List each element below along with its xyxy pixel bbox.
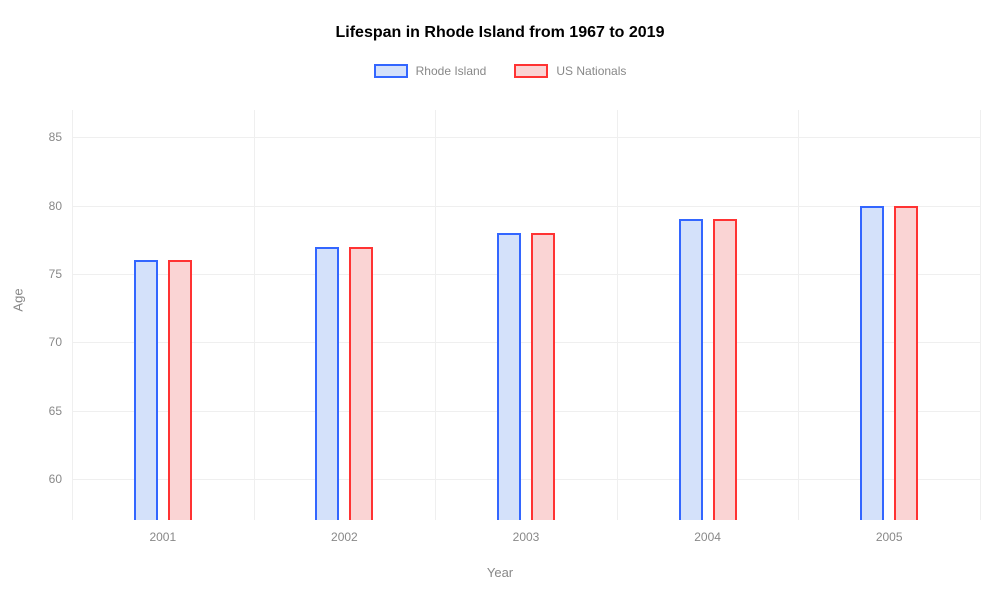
- bar: [894, 206, 918, 520]
- y-tick-label: 65: [49, 404, 62, 418]
- bar: [860, 206, 884, 520]
- x-tick-label: 2004: [694, 530, 721, 544]
- bar: [349, 247, 373, 520]
- plot-area: 60657075808520012002200320042005: [72, 110, 980, 520]
- legend-swatch-icon: [374, 64, 408, 78]
- bar: [713, 219, 737, 520]
- y-tick-label: 60: [49, 472, 62, 486]
- bar: [497, 233, 521, 520]
- x-axis-label: Year: [487, 565, 513, 580]
- x-tick-label: 2003: [513, 530, 540, 544]
- chart-title: Lifespan in Rhode Island from 1967 to 20…: [0, 24, 1000, 42]
- y-tick-label: 80: [49, 199, 62, 213]
- legend-item-us-nationals: US Nationals: [514, 64, 626, 78]
- legend-label: US Nationals: [556, 64, 626, 78]
- y-tick-label: 75: [49, 267, 62, 281]
- x-tick-label: 2001: [149, 530, 176, 544]
- y-tick-label: 85: [49, 130, 62, 144]
- legend-item-rhode-island: Rhode Island: [374, 64, 487, 78]
- gridline-vertical: [980, 110, 981, 520]
- bars-layer: [72, 110, 980, 520]
- legend-label: Rhode Island: [416, 64, 487, 78]
- y-tick-label: 70: [49, 335, 62, 349]
- x-tick-label: 2002: [331, 530, 358, 544]
- x-tick-label: 2005: [876, 530, 903, 544]
- bar: [531, 233, 555, 520]
- bar: [679, 219, 703, 520]
- legend-swatch-icon: [514, 64, 548, 78]
- chart-container: Lifespan in Rhode Island from 1967 to 20…: [0, 0, 1000, 600]
- bar: [168, 260, 192, 520]
- legend: Rhode Island US Nationals: [0, 64, 1000, 78]
- y-axis-label: Age: [11, 288, 26, 311]
- bar: [134, 260, 158, 520]
- bar: [315, 247, 339, 520]
